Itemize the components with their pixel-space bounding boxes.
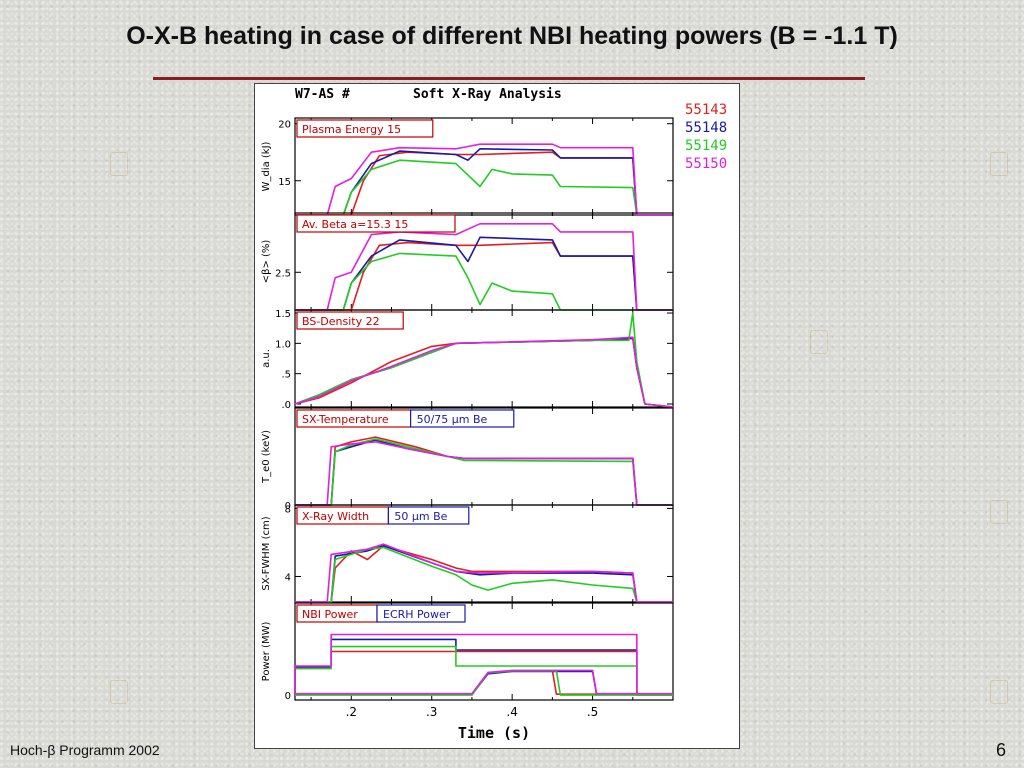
panel-frame-xray-width — [294, 504, 674, 603]
series-line-nbi-power-55148 — [294, 638, 673, 696]
panel-label-plasma-energy: Plasma Energy 15 — [302, 123, 401, 136]
y-axis-label: <β> (%) — [261, 240, 272, 284]
panel-label-2-nbi-power: ECRH Power — [383, 608, 451, 621]
series-line-nbi-power-55143 — [294, 650, 673, 696]
legend-entry-55143: 55143 — [685, 102, 727, 118]
y-tick-label: 0 — [285, 691, 291, 702]
y-axis-label: SX-FWHM (cm) — [261, 516, 272, 590]
series-line-av-beta-55143 — [295, 241, 673, 311]
panel-label-nbi-power: NBI Power — [302, 608, 358, 621]
x-axis-label: Time (s) — [458, 724, 530, 742]
series-line-nbi-power-ecrh-55149 — [295, 670, 673, 696]
panel-frame-plasma-energy — [294, 117, 674, 216]
series-line-nbi-power-55150 — [294, 633, 673, 696]
background-logo-icon — [990, 152, 1008, 176]
series-line-bs-density-55143 — [294, 336, 674, 408]
background-logo-icon — [810, 330, 828, 354]
page-number: 6 — [996, 740, 1007, 760]
x-tick-label: .2 — [346, 705, 357, 719]
series-line-bs-density-55150 — [294, 336, 674, 408]
slide-title: O-X-B heating in case of different NBI h… — [126, 22, 898, 50]
panel-label-box-2-nbi-power — [376, 604, 466, 623]
background-logo-icon — [990, 500, 1008, 524]
footer-program: Hoch-β Programm 2002 — [10, 742, 160, 758]
y-axis-label: Power (MW) — [261, 622, 272, 682]
panel-label-sx-temperature: SX-Temperature — [302, 413, 389, 426]
panel-label-av-beta: Av. Beta a=15.3 15 — [302, 218, 408, 231]
background-logo-icon — [990, 680, 1008, 704]
panel-frame-nbi-power — [294, 602, 674, 701]
series-line-plasma-energy-55149 — [295, 159, 673, 216]
panel-label-2-sx-temperature: 50/75 μm Be — [417, 413, 488, 426]
figure-panel: W7-AS # Soft X-Ray Analysis 55143 55148 5514… — [254, 83, 740, 749]
panel-label-bs-density: BS-Density 22 — [302, 315, 380, 328]
series-line-bs-density-55148 — [294, 337, 674, 408]
series-line-nbi-power-ecrh-55143 — [295, 670, 673, 696]
panel-label-box-2-sx-temperature — [410, 409, 515, 428]
y-tick-label: 4 — [285, 572, 291, 583]
series-line-plasma-energy-55150 — [295, 143, 673, 216]
multi-panel-chart: W7-AS # Soft X-Ray Analysis 55143 55148 5514… — [261, 87, 727, 742]
y-tick-label: .5 — [281, 370, 291, 381]
panel-frame-bs-density — [294, 309, 674, 408]
series-line-av-beta-55148 — [295, 236, 673, 311]
series-line-nbi-power-ecrh-55150 — [295, 669, 673, 695]
y-tick-label: .0 — [281, 400, 291, 411]
y-tick-label: 1.0 — [275, 339, 291, 350]
background-logo-icon — [110, 680, 128, 704]
panel-label-xray-width: X-Ray Width — [302, 510, 369, 523]
series-line-sx-temperature-55149 — [295, 438, 673, 506]
panel-label-box-plasma-energy — [296, 119, 434, 138]
panel-label-box-bs-density — [296, 311, 404, 330]
y-axis-label: a.u. — [261, 349, 272, 368]
panel-label-box-2-xray-width — [387, 506, 470, 525]
y-tick-label: 15 — [278, 177, 291, 188]
panel-label-2-xray-width: 50 μm Be — [394, 510, 447, 523]
series-line-sx-temperature-55148 — [295, 439, 673, 506]
y-tick-label: 2.5 — [275, 268, 291, 279]
series-line-nbi-power-55149 — [294, 645, 673, 696]
series-line-xray-width-55150 — [295, 543, 673, 603]
x-tick-label: .3 — [426, 705, 437, 719]
background-logo-icon — [110, 152, 128, 176]
y-tick-label: 20 — [278, 120, 291, 131]
title-divider — [153, 77, 865, 80]
legend-entry-55149: 55149 — [685, 138, 727, 154]
x-tick-label: .5 — [587, 705, 598, 719]
series-line-sx-temperature-55150 — [295, 441, 673, 506]
series-line-xray-width-55149 — [295, 546, 673, 603]
legend-entry-55150: 55150 — [685, 156, 727, 172]
y-axis-label: W_dia (kJ) — [261, 141, 272, 191]
legend-entry-55148: 55148 — [685, 120, 727, 136]
series-line-av-beta-55150 — [295, 223, 673, 311]
chart-header-left: W7-AS # — [295, 87, 350, 102]
y-tick-label: 1.5 — [275, 309, 291, 320]
series-line-plasma-energy-55143 — [295, 151, 673, 216]
y-tick-label: 0 — [285, 501, 291, 512]
series-line-av-beta-55149 — [295, 252, 673, 311]
series-line-nbi-power-ecrh-55148 — [295, 670, 673, 696]
chart-header-right: Soft X-Ray Analysis — [413, 87, 562, 102]
x-tick-label: .4 — [506, 705, 517, 719]
y-axis-label: T_e0 (keV) — [261, 430, 272, 484]
y-tick-label: 8 — [285, 504, 291, 515]
panel-label-box-av-beta — [296, 214, 456, 233]
